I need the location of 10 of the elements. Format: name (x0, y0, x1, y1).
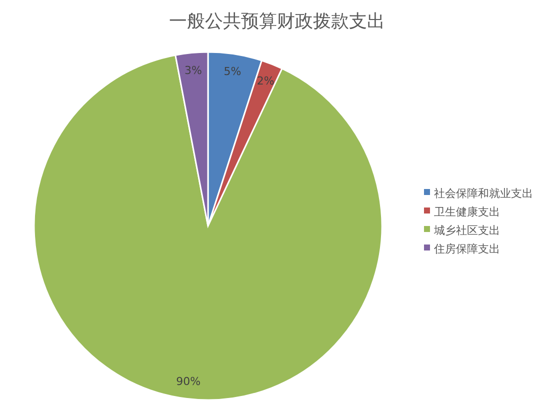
legend-label: 社会保障和就业支出 (434, 186, 533, 200)
data-label: 3% (184, 64, 202, 77)
data-label: 2% (256, 74, 274, 88)
pie-slice (33, 54, 383, 401)
legend-label: 住房保障支出 (434, 242, 500, 256)
chart-title: 一般公共预算财政拨款支出 (169, 11, 385, 32)
legend-label: 卫生健康支出 (434, 205, 500, 218)
data-label: 5% (224, 65, 242, 78)
data-label: 90% (176, 375, 201, 388)
legend-label: 城乡社区支出 (433, 224, 500, 237)
